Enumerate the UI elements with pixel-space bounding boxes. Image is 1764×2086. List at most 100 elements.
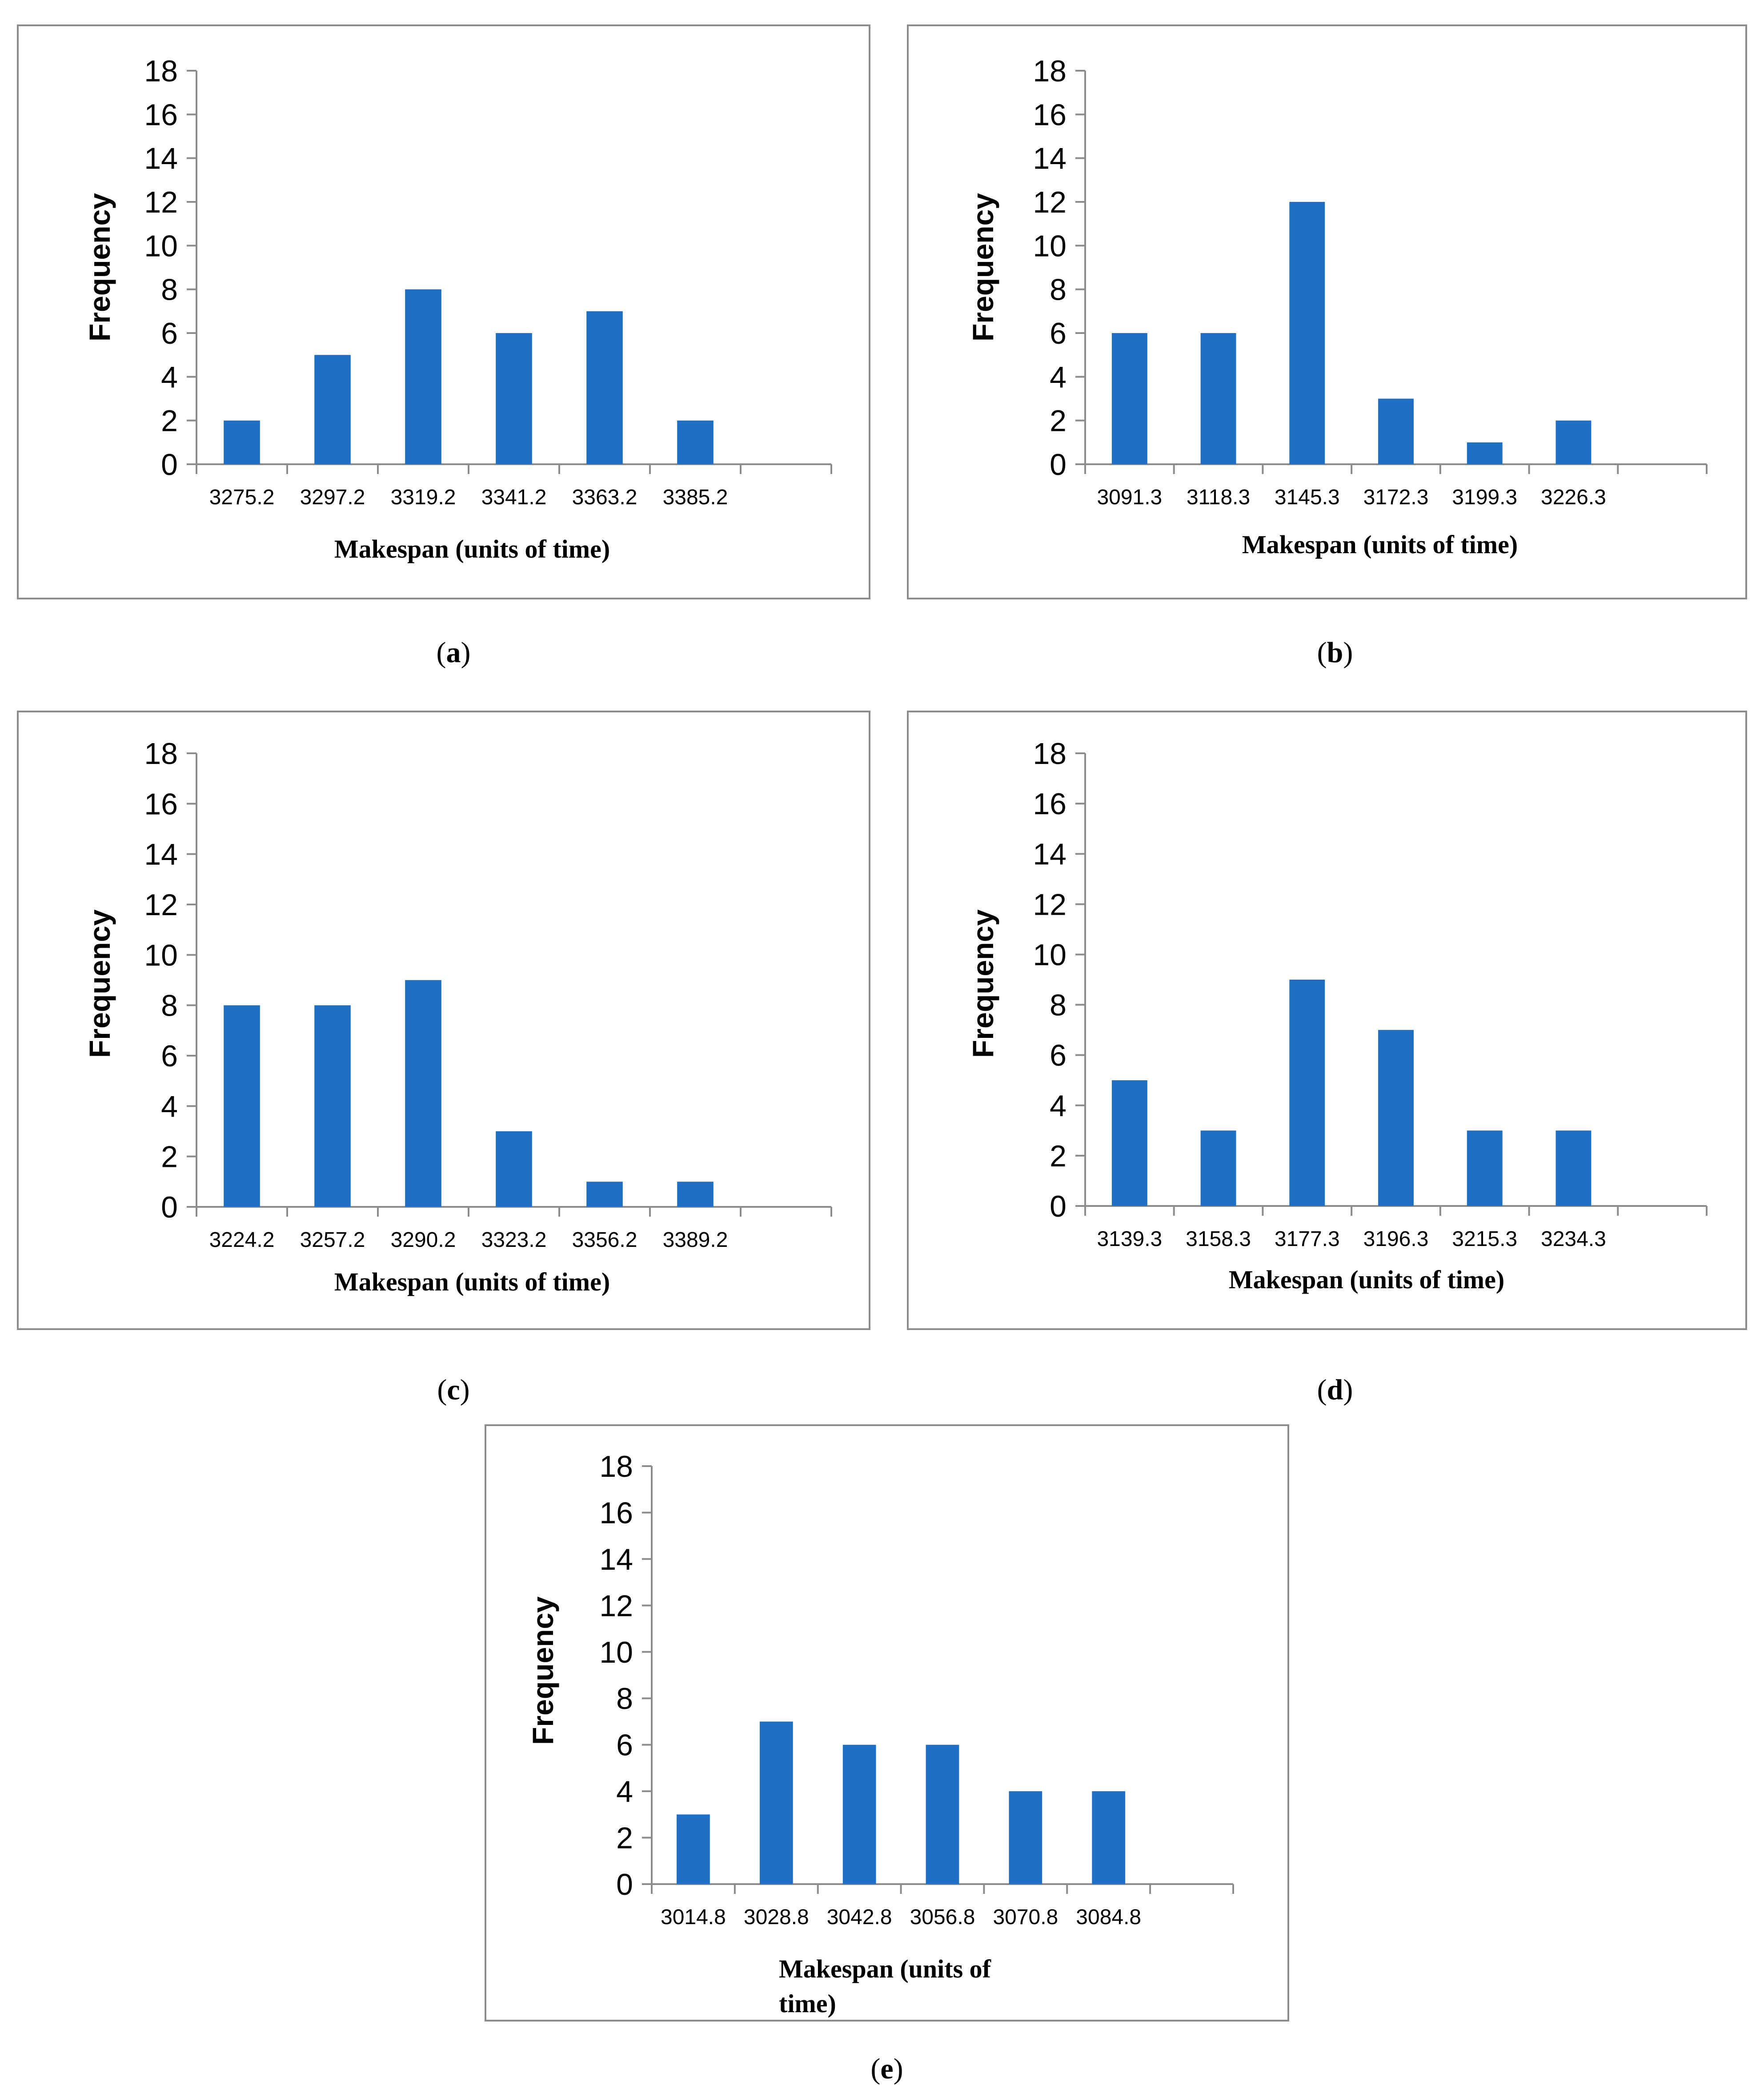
y-tick-label: 6 xyxy=(616,1728,633,1762)
bar-3215.3 xyxy=(1467,1130,1503,1206)
y-tick-label: 12 xyxy=(144,888,178,922)
y-tick-label: 12 xyxy=(1033,888,1066,921)
y-tick-label: 6 xyxy=(1050,1039,1066,1073)
y-tick-label: 16 xyxy=(1033,98,1066,132)
x-tick-label: 3158.3 xyxy=(1186,1227,1251,1251)
bar-3158.3 xyxy=(1200,1130,1236,1206)
bar-3091.3 xyxy=(1111,333,1147,464)
y-tick-label: 0 xyxy=(616,1868,633,1901)
y-tick-label: 0 xyxy=(161,1190,178,1224)
bar-3275.2 xyxy=(224,420,260,464)
x-axis-label: Makespan (units of time) xyxy=(334,1267,610,1296)
y-tick-label: 16 xyxy=(144,787,178,821)
y-tick-label: 8 xyxy=(161,273,178,307)
y-tick-label: 2 xyxy=(616,1821,633,1855)
chart-panel-e: 0 2 4 6 8 10 12 14 16 18 3014.8 3028.8 3042.8 3056.8 3… xyxy=(485,1424,1289,2022)
x-tick-label: 3070.8 xyxy=(993,1905,1058,1929)
chart-a-svg: 0 2 4 6 8 10 12 14 16 18 3275.2 3297.2 3319.2 3341.2 3… xyxy=(83,54,832,563)
y-tick-label: 2 xyxy=(1050,404,1066,438)
bar-3234.3 xyxy=(1556,1130,1592,1206)
y-tick-label: 14 xyxy=(1033,837,1066,871)
y-tick-label: 14 xyxy=(144,838,178,872)
bar-3172.3 xyxy=(1378,398,1414,464)
y-tick-label: 2 xyxy=(1050,1139,1066,1173)
x-tick-label: 3199.3 xyxy=(1452,486,1517,509)
x-tick-label: 3363.2 xyxy=(572,486,637,509)
y-tick-label: 14 xyxy=(144,142,178,176)
y-tick-label: 10 xyxy=(1033,938,1066,972)
x-tick-label: 3275.2 xyxy=(209,486,275,509)
x-tick-label: 3118.3 xyxy=(1187,486,1250,509)
y-tick-label: 16 xyxy=(599,1496,633,1530)
x-axis-label-line: Makespan (units of xyxy=(779,1954,991,1983)
y-tick-label: 2 xyxy=(161,1140,178,1174)
y-tick-label: 4 xyxy=(616,1775,633,1809)
x-axis-label: Makespan (units of time) xyxy=(1229,1265,1504,1294)
bar-3257.2 xyxy=(314,1005,351,1207)
chart-panel-a: 0 2 4 6 8 10 12 14 16 18 3275.2 3297.2 3319.2 3341.2 3… xyxy=(17,24,870,599)
bar-3389.2 xyxy=(677,1182,714,1207)
y-tick-label: 8 xyxy=(1050,989,1066,1022)
bar-3290.2 xyxy=(405,980,441,1207)
chart-d-svg: 0 2 4 6 8 10 12 14 16 18 3139.3 3158.3 3177.3 3196.3 3… xyxy=(966,737,1708,1294)
x-axis-label: Makespan (units of time) xyxy=(1242,530,1518,559)
y-tick-label: 12 xyxy=(1033,185,1066,219)
x-tick-label: 3341.2 xyxy=(481,486,547,509)
y-tick-label: 18 xyxy=(144,737,178,771)
x-tick-label: 3196.3 xyxy=(1363,1227,1429,1251)
y-axis-label: Frequency xyxy=(526,1596,559,1745)
y-tick-label: 6 xyxy=(1050,317,1066,350)
x-tick-label: 3323.2 xyxy=(481,1228,547,1252)
caption-c: (c) xyxy=(437,1374,470,1406)
y-tick-label: 10 xyxy=(144,229,178,263)
x-tick-label: 3257.2 xyxy=(300,1228,365,1252)
y-axis-label: Frequency xyxy=(83,193,116,342)
chart-c-svg: 0 2 4 6 8 10 12 14 16 18 3224.2 3257.2 3290.2 3323.2 3… xyxy=(83,737,832,1296)
bar-3056.8 xyxy=(926,1744,959,1884)
x-tick-label: 3319.2 xyxy=(391,486,456,509)
x-tick-label: 3091.3 xyxy=(1097,486,1162,509)
x-tick-label: 3385.2 xyxy=(663,486,728,509)
bar-3356.2 xyxy=(586,1182,623,1207)
x-tick-label: 3215.3 xyxy=(1452,1227,1517,1251)
y-tick-label: 16 xyxy=(144,98,178,132)
y-tick-label: 12 xyxy=(599,1589,633,1623)
y-tick-label: 0 xyxy=(1050,448,1066,482)
y-tick-label: 6 xyxy=(161,1039,178,1073)
x-tick-label: 3224.2 xyxy=(209,1228,275,1252)
x-tick-label: 3290.2 xyxy=(391,1228,456,1252)
bar-3363.2 xyxy=(586,311,623,464)
bar-3118.3 xyxy=(1200,333,1236,464)
x-tick-label: 3028.8 xyxy=(744,1905,809,1929)
y-tick-label: 18 xyxy=(1033,54,1066,88)
y-tick-label: 4 xyxy=(161,1089,178,1123)
x-tick-label: 3356.2 xyxy=(572,1228,637,1252)
x-axis-label-line: time) xyxy=(779,1989,836,2018)
x-tick-label: 3389.2 xyxy=(663,1228,728,1252)
x-tick-label: 3042.8 xyxy=(827,1905,892,1929)
y-tick-label: 14 xyxy=(1033,142,1066,176)
chart-panel-c: 0 2 4 6 8 10 12 14 16 18 3224.2 3257.2 3290.2 3323.2 3… xyxy=(17,711,870,1330)
bar-3028.8 xyxy=(759,1721,793,1884)
caption-d: (d) xyxy=(1317,1374,1353,1406)
bar-3385.2 xyxy=(677,420,714,464)
y-tick-label: 6 xyxy=(161,317,178,350)
y-tick-label: 8 xyxy=(1050,273,1066,307)
y-tick-label: 2 xyxy=(161,404,178,438)
x-tick-label: 3014.8 xyxy=(661,1905,726,1929)
y-axis-label: Frequency xyxy=(966,193,999,342)
chart-e-svg: 0 2 4 6 8 10 12 14 16 18 3014.8 3028.8 3042.8 3056.8 3… xyxy=(526,1450,1234,2018)
y-tick-label: 18 xyxy=(144,54,178,88)
y-tick-label: 10 xyxy=(144,938,178,972)
y-axis-label: Frequency xyxy=(966,909,999,1058)
y-tick-label: 18 xyxy=(599,1450,633,1483)
x-tick-label: 3177.3 xyxy=(1275,1227,1340,1251)
y-tick-label: 10 xyxy=(599,1636,633,1669)
chart-panel-b: 0 2 4 6 8 10 12 14 16 18 3091.3 3118.3 3145.3 3172.3 3… xyxy=(907,24,1747,599)
x-tick-label: 3172.3 xyxy=(1363,486,1429,509)
bar-3177.3 xyxy=(1289,980,1325,1206)
y-tick-label: 18 xyxy=(1033,737,1066,771)
bar-3196.3 xyxy=(1378,1030,1414,1206)
y-tick-label: 0 xyxy=(161,448,178,482)
y-tick-label: 0 xyxy=(1050,1190,1066,1223)
